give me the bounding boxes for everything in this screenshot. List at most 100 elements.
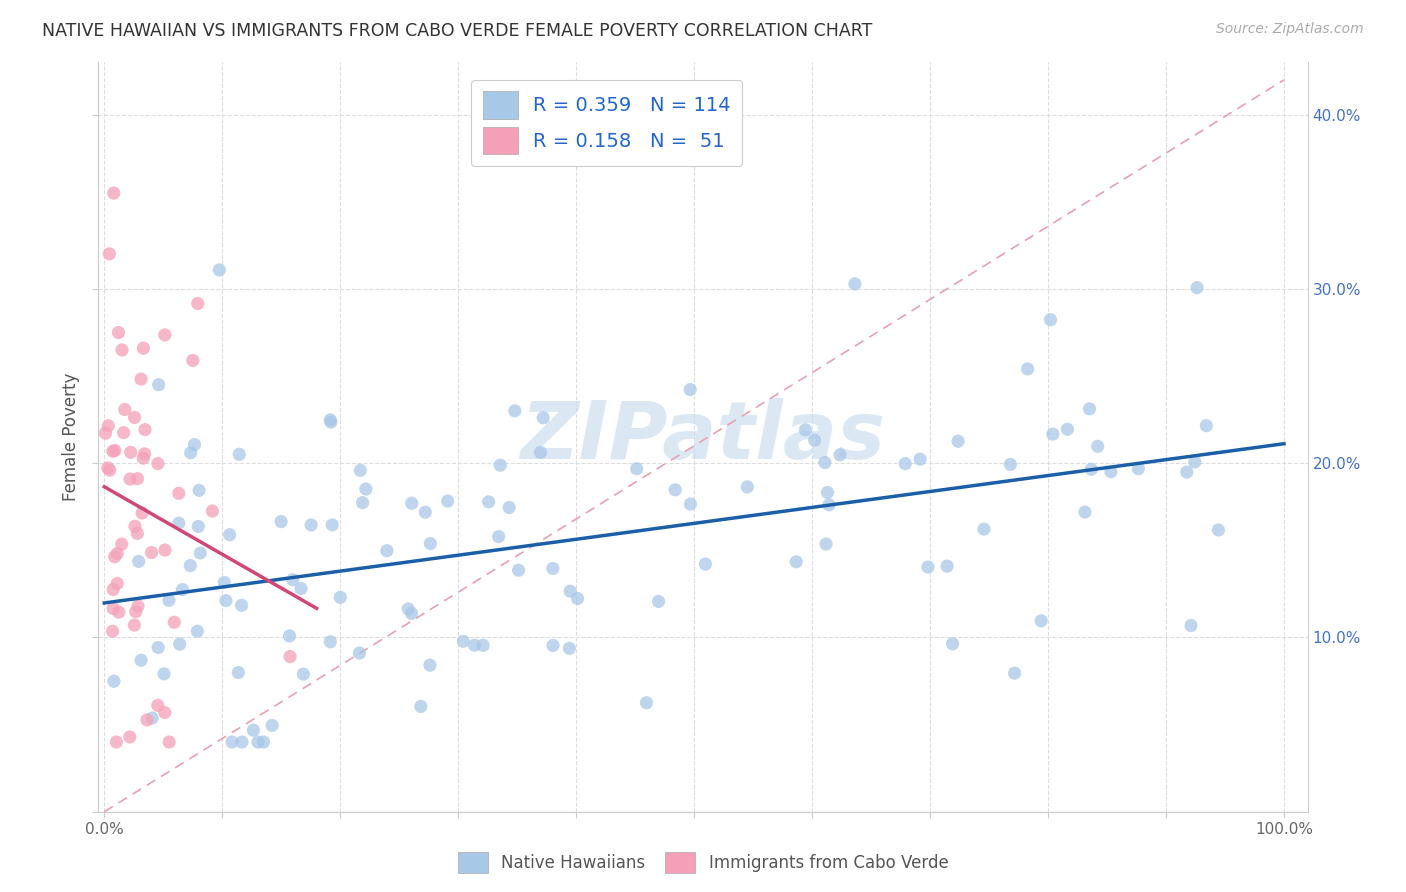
Point — [146, 698, 169, 713]
Point — [167, 486, 190, 500]
Point — [201, 504, 224, 518]
Point — [101, 582, 124, 597]
Point — [817, 485, 839, 500]
Point — [231, 599, 253, 613]
Point — [97, 418, 120, 433]
Point — [1029, 614, 1052, 628]
Point — [131, 506, 153, 520]
Point — [221, 735, 243, 749]
Point — [488, 530, 510, 544]
Point — [127, 599, 149, 613]
Point — [132, 341, 155, 355]
Point — [973, 522, 995, 536]
Point — [111, 537, 134, 551]
Point — [127, 526, 149, 541]
Point — [1185, 280, 1208, 294]
Point — [1128, 461, 1150, 475]
Point — [188, 546, 211, 560]
Text: Source: ZipAtlas.com: Source: ZipAtlas.com — [1216, 22, 1364, 37]
Point — [281, 573, 304, 587]
Point — [112, 425, 135, 440]
Point — [375, 543, 398, 558]
Point — [278, 649, 301, 664]
Point — [1175, 465, 1198, 479]
Point — [218, 527, 240, 541]
Point — [228, 447, 250, 461]
Text: NATIVE HAWAIIAN VS IMMIGRANTS FROM CABO VERDE FEMALE POVERTY CORRELATION CHART: NATIVE HAWAIIAN VS IMMIGRANTS FROM CABO … — [42, 22, 873, 40]
Point — [679, 383, 702, 397]
Point — [1074, 505, 1097, 519]
Point — [735, 480, 758, 494]
Point — [828, 448, 851, 462]
Point — [508, 563, 530, 577]
Point — [679, 497, 702, 511]
Point — [292, 667, 315, 681]
Point — [558, 641, 581, 656]
Point — [329, 591, 352, 605]
Point — [946, 434, 969, 449]
Point — [118, 472, 141, 486]
Point — [180, 446, 202, 460]
Point — [401, 607, 423, 621]
Point — [252, 735, 274, 749]
Point — [129, 653, 152, 667]
Point — [349, 463, 371, 477]
Point — [299, 517, 322, 532]
Point — [419, 658, 441, 673]
Point — [413, 505, 436, 519]
Y-axis label: Female Poverty: Female Poverty — [62, 373, 80, 501]
Point — [107, 326, 129, 340]
Point — [128, 554, 150, 568]
Point — [172, 582, 194, 597]
Point — [396, 602, 419, 616]
Point — [529, 445, 551, 459]
Point — [124, 519, 146, 533]
Point — [1180, 618, 1202, 632]
Point — [157, 735, 180, 749]
Point — [453, 634, 475, 648]
Point — [136, 713, 159, 727]
Point — [148, 377, 170, 392]
Point — [436, 494, 458, 508]
Point — [231, 735, 253, 749]
Point — [503, 404, 526, 418]
Legend: R = 0.359   N = 114, R = 0.158   N =  51: R = 0.359 N = 114, R = 0.158 N = 51 — [471, 79, 742, 166]
Point — [270, 515, 292, 529]
Point — [647, 594, 669, 608]
Point — [134, 447, 156, 461]
Point — [1208, 523, 1230, 537]
Point — [187, 296, 209, 310]
Point — [187, 519, 209, 533]
Point — [247, 735, 270, 749]
Point — [409, 699, 432, 714]
Point — [208, 263, 231, 277]
Point — [242, 723, 264, 738]
Point — [214, 575, 236, 590]
Point — [153, 543, 176, 558]
Point — [179, 558, 201, 573]
Legend: Native Hawaiians, Immigrants from Cabo Verde: Native Hawaiians, Immigrants from Cabo V… — [451, 846, 955, 880]
Point — [103, 186, 125, 201]
Point — [127, 472, 149, 486]
Point — [105, 735, 128, 749]
Point — [124, 410, 146, 425]
Point — [101, 601, 124, 615]
Point — [664, 483, 686, 497]
Point — [114, 402, 136, 417]
Point — [472, 639, 495, 653]
Point — [188, 483, 211, 498]
Point — [125, 605, 148, 619]
Point — [814, 456, 837, 470]
Point — [401, 496, 423, 510]
Point — [794, 423, 817, 437]
Point — [803, 433, 825, 447]
Point — [124, 618, 146, 632]
Point — [908, 452, 931, 467]
Point — [1195, 418, 1218, 433]
Point — [278, 629, 301, 643]
Point — [148, 640, 170, 655]
Point — [183, 437, 205, 451]
Point — [1042, 427, 1064, 442]
Point — [163, 615, 186, 630]
Point — [103, 674, 125, 689]
